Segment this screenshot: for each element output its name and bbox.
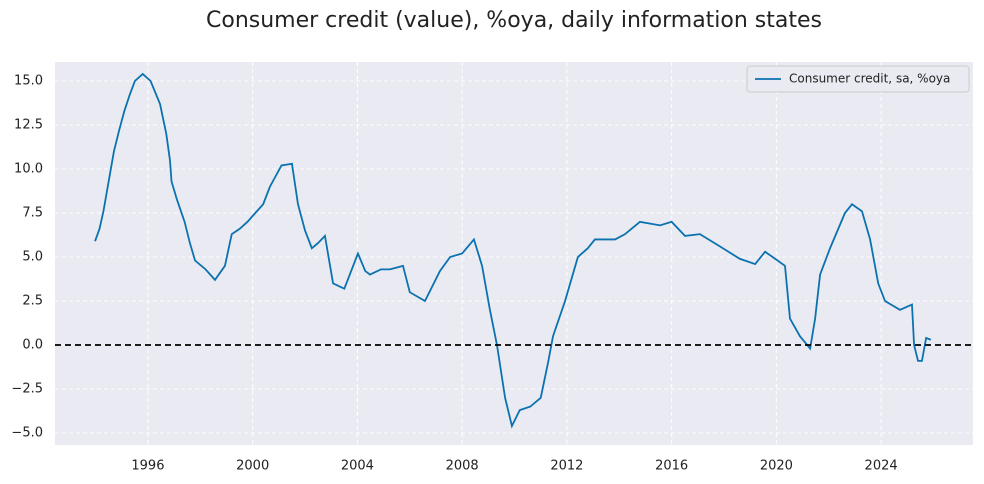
x-tick-label: 2004 <box>341 459 374 474</box>
y-tick-label: 7.5 <box>22 206 43 221</box>
x-tick-label: 1996 <box>131 459 164 474</box>
x-tick-label: 2020 <box>760 459 793 474</box>
legend: Consumer credit, sa, %oya <box>746 65 970 93</box>
x-tick-label: 2012 <box>550 459 583 474</box>
data-line <box>94 72 932 429</box>
y-tick-label: 0.0 <box>22 338 43 353</box>
x-tick-label: 2008 <box>446 459 479 474</box>
y-tick-label: 5.0 <box>22 250 43 265</box>
y-tick-label: 12.5 <box>14 118 43 133</box>
x-tick-label: 2000 <box>236 459 269 474</box>
chart-title: Consumer credit (value), %oya, daily inf… <box>206 8 822 33</box>
legend-label: Consumer credit, sa, %oya <box>789 72 950 86</box>
legend-box <box>746 65 970 93</box>
y-tick-label: −2.5 <box>11 382 43 397</box>
x-tick-label: 2016 <box>655 459 688 474</box>
y-tick-label: 15.0 <box>14 74 43 89</box>
plot-area <box>55 62 973 445</box>
x-tick-label: 2024 <box>865 459 898 474</box>
y-tick-label: 2.5 <box>22 294 43 309</box>
y-tick-label: 10.0 <box>14 162 43 177</box>
y-tick-label: −5.0 <box>11 426 43 441</box>
